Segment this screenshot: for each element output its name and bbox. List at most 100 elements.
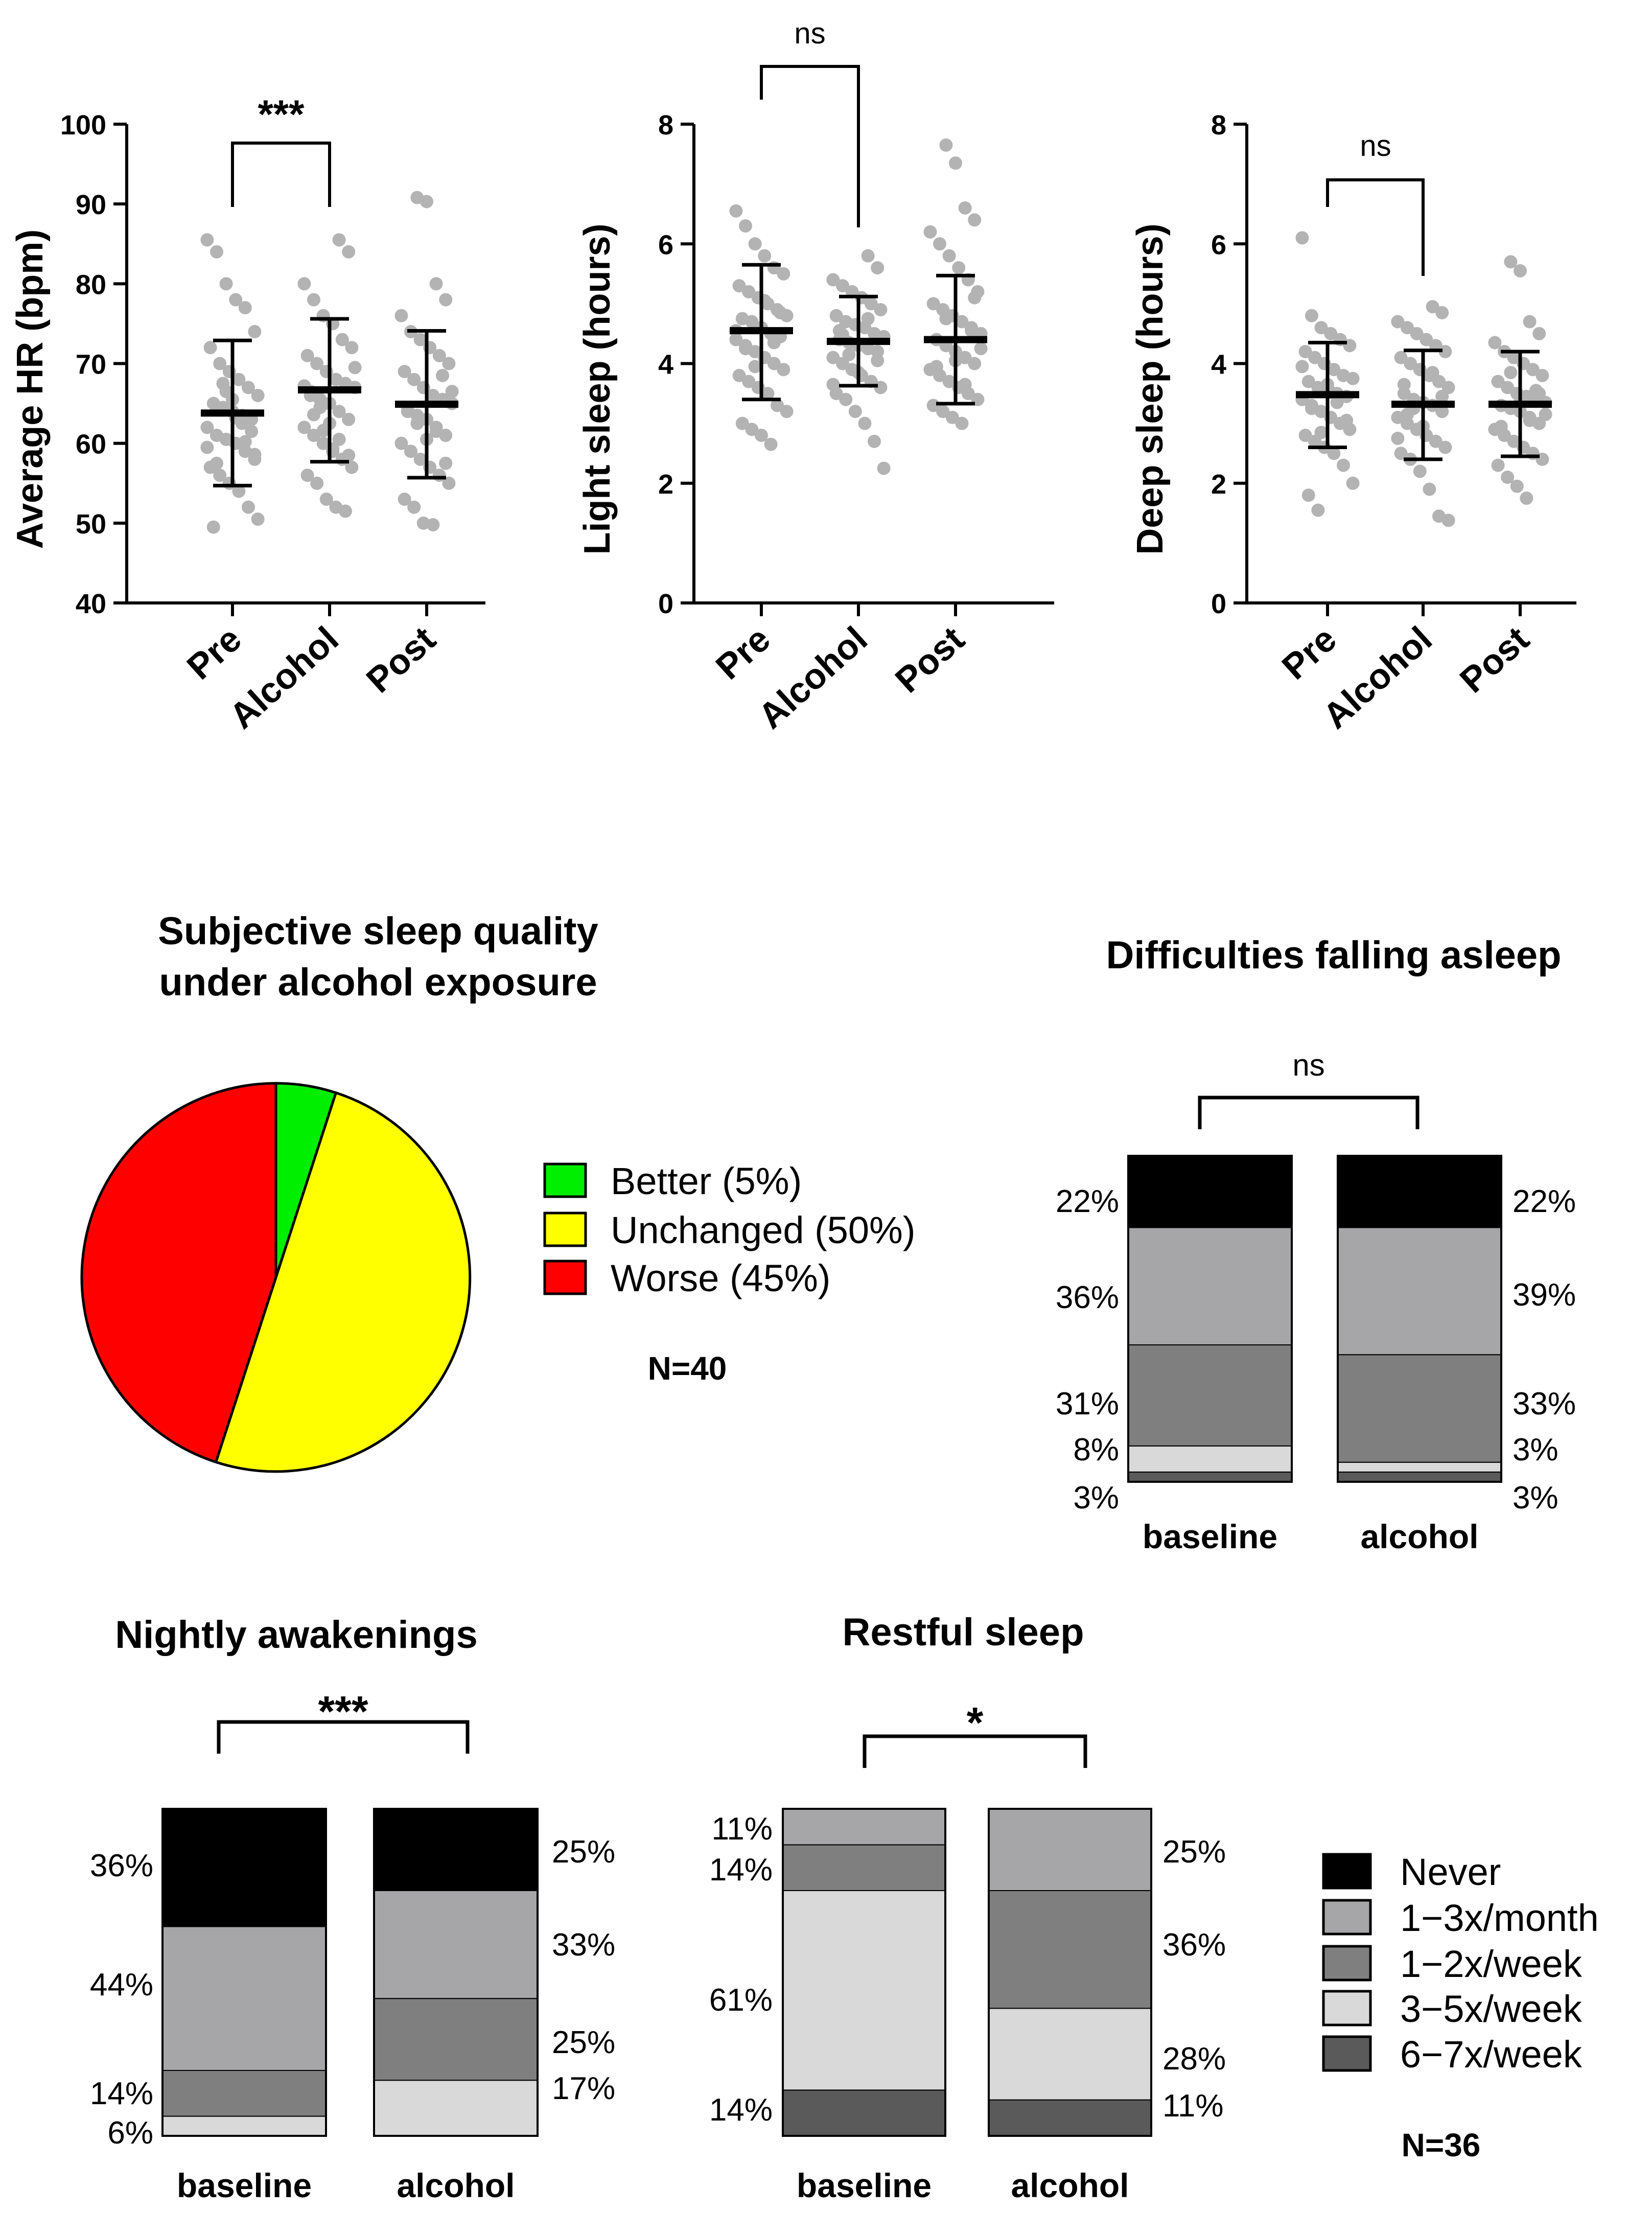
sig-label: ns xyxy=(1360,129,1391,162)
data-point xyxy=(777,267,790,281)
data-point xyxy=(955,416,969,430)
data-point xyxy=(1438,440,1452,454)
data-point xyxy=(929,360,943,374)
legend-label: 6−7x/week xyxy=(1400,2033,1583,2076)
sig-label: ns xyxy=(1292,1048,1324,1082)
data-point xyxy=(829,309,843,322)
data-point xyxy=(307,293,320,307)
data-point xyxy=(210,456,223,470)
percent-label: 3% xyxy=(1073,1480,1119,1516)
data-point xyxy=(745,423,759,436)
legend-label: Never xyxy=(1400,1851,1501,1893)
data-point xyxy=(842,347,856,361)
percent-label: 25% xyxy=(1162,1834,1226,1870)
data-point xyxy=(297,421,311,434)
data-point xyxy=(780,405,794,418)
data-point xyxy=(1438,345,1452,359)
x-tick-label: Post xyxy=(359,619,443,700)
data-point xyxy=(1494,420,1508,433)
data-point xyxy=(398,492,411,506)
bar-outline xyxy=(1127,1155,1293,1483)
data-point xyxy=(1394,447,1408,460)
x-tick-label: Alcohol xyxy=(1315,619,1439,736)
data-point xyxy=(758,249,772,263)
pie-legend-swatch xyxy=(543,1260,587,1295)
data-point xyxy=(965,324,978,338)
data-point xyxy=(1514,264,1527,277)
data-point xyxy=(732,368,746,382)
data-point xyxy=(949,156,962,170)
category-label: baseline xyxy=(797,2167,932,2204)
data-point xyxy=(877,461,891,475)
percent-label: 17% xyxy=(552,2071,615,2106)
data-point xyxy=(923,225,937,239)
data-point xyxy=(1426,366,1439,380)
x-tick-label: Pre xyxy=(1274,619,1344,687)
restful-sleep-chart: Restful sleep * baseline alcohol 11% 14% 61% 14… xyxy=(709,1611,1226,2204)
data-point xyxy=(1404,357,1417,370)
bar-segment xyxy=(1337,1155,1502,1228)
data-point xyxy=(748,237,762,251)
bar-segment xyxy=(374,2080,538,2136)
pie-legend-label: Unchanged (50%) xyxy=(611,1209,915,1251)
y-tick-label: 70 xyxy=(76,350,106,380)
percent-label: 14% xyxy=(709,1852,773,1888)
y-tick-label: 6 xyxy=(1211,229,1226,260)
data-point xyxy=(232,484,246,498)
data-point xyxy=(1346,476,1360,490)
percent-label: 3% xyxy=(1513,1480,1558,1516)
sig-label: * xyxy=(967,1698,984,1746)
data-point xyxy=(826,378,840,391)
percent-label: 14% xyxy=(709,2092,773,2128)
data-point xyxy=(955,315,969,329)
percent-label: 25% xyxy=(552,1834,615,1870)
bar-segment xyxy=(782,1808,946,1846)
data-point xyxy=(761,387,775,401)
data-point xyxy=(307,408,320,422)
data-point xyxy=(339,504,352,518)
y-tick-label: 40 xyxy=(76,589,106,619)
percent-label: 44% xyxy=(90,1967,153,2002)
y-tick-label: 8 xyxy=(658,110,673,141)
data-point xyxy=(871,261,885,275)
data-point xyxy=(219,385,233,399)
data-point xyxy=(436,368,449,382)
data-point xyxy=(1504,366,1518,380)
y-tick-label: 6 xyxy=(658,229,673,260)
sig-bracket xyxy=(863,1734,1087,1768)
data-point xyxy=(755,429,768,442)
data-point xyxy=(1413,464,1427,478)
y-tick-label: 0 xyxy=(1211,589,1226,619)
data-point xyxy=(1330,395,1344,409)
data-point xyxy=(300,348,314,362)
category-label: baseline xyxy=(1143,1518,1277,1555)
data-point xyxy=(1507,351,1521,364)
legend-label: 1−2x/week xyxy=(1400,1943,1583,1985)
data-point xyxy=(413,333,427,346)
data-point xyxy=(1435,306,1449,319)
top-significance: *** ns ns xyxy=(231,17,1425,276)
data-point xyxy=(1420,333,1433,346)
data-point xyxy=(206,520,220,534)
bar-outline xyxy=(161,1808,327,2137)
pie-legend-label: Better (5%) xyxy=(611,1160,802,1202)
y-tick-label: 2 xyxy=(1211,469,1226,500)
data-point xyxy=(432,348,446,362)
data-point xyxy=(310,476,324,490)
data-point xyxy=(1423,482,1436,496)
y-tick-label: 50 xyxy=(76,509,106,540)
sig-bracket xyxy=(217,1720,470,1754)
legend-label: 1−3x/month xyxy=(1400,1897,1599,1939)
data-point xyxy=(1295,231,1309,245)
data-point xyxy=(1314,321,1328,335)
data-point xyxy=(297,277,311,291)
pie-slice xyxy=(80,1082,277,1464)
bar-segment xyxy=(374,1808,538,1891)
data-point xyxy=(413,452,427,466)
data-point xyxy=(1301,375,1315,388)
data-point xyxy=(1314,426,1328,439)
y-axis-title: Light sleep (hours) xyxy=(577,224,618,555)
data-point xyxy=(1488,336,1502,350)
bar-segment xyxy=(1128,1155,1292,1228)
data-point xyxy=(442,476,456,490)
